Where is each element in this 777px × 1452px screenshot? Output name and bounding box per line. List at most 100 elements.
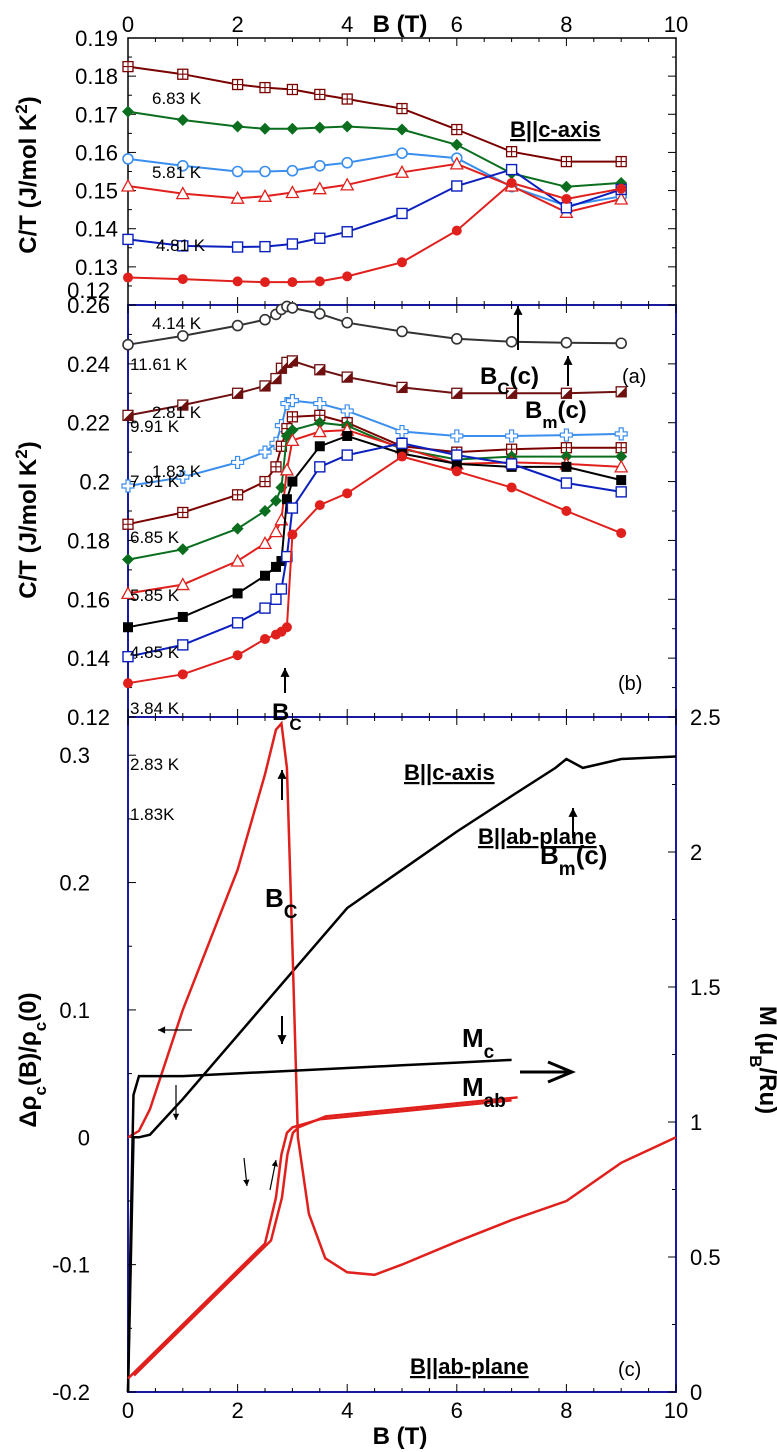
y-tick-label-c-left: -0.1 bbox=[52, 1253, 90, 1278]
data-point-cross bbox=[451, 124, 462, 135]
arrow-mc-left-head bbox=[158, 1026, 166, 1034]
series-line bbox=[127, 455, 622, 685]
data-point-cross bbox=[287, 84, 298, 95]
annotation-bc-c-part: (c) bbox=[510, 363, 539, 390]
arrow-bc-c-head bbox=[513, 306, 523, 315]
series-label: 9.91 K bbox=[130, 417, 180, 436]
data-point bbox=[451, 180, 463, 192]
x-tick-label: 2 bbox=[231, 1398, 243, 1423]
data-point-fill bbox=[616, 386, 627, 397]
arrow-up-ab-head bbox=[271, 1160, 278, 1167]
y-tick-label-c-left: 0.1 bbox=[59, 998, 90, 1023]
data-point bbox=[176, 114, 189, 127]
data-point bbox=[123, 272, 133, 283]
data-point bbox=[268, 524, 284, 538]
y-tick-label-a: 0.18 bbox=[75, 64, 118, 89]
data-point bbox=[451, 466, 462, 477]
data-point bbox=[232, 276, 243, 287]
x-tick-label: 8 bbox=[560, 1398, 572, 1423]
data-point bbox=[259, 602, 271, 614]
data-point bbox=[396, 147, 408, 159]
y-tick-label-b: 0.24 bbox=[67, 352, 110, 377]
label-mc-part: M bbox=[462, 1023, 484, 1053]
annotation-bm-c-part: B bbox=[525, 397, 542, 424]
data-point bbox=[231, 241, 244, 253]
data-point-cross bbox=[561, 156, 572, 167]
y-tick-label-c-right: 0 bbox=[690, 1380, 702, 1405]
annotation-bc-ab-part: C bbox=[289, 715, 301, 734]
data-point bbox=[279, 462, 295, 476]
series-line bbox=[127, 720, 677, 1277]
data-point bbox=[177, 330, 189, 342]
data-point bbox=[259, 313, 271, 326]
series-line bbox=[127, 1099, 512, 1380]
data-point-cross bbox=[506, 146, 517, 157]
series-line bbox=[127, 421, 622, 561]
data-point bbox=[559, 428, 573, 442]
y-tick-label-b: 0.2 bbox=[79, 470, 110, 495]
data-point bbox=[560, 477, 573, 489]
data-point bbox=[286, 302, 299, 314]
data-point bbox=[450, 138, 463, 151]
y-axis-title-b-part: C/T (J/mol K bbox=[15, 458, 42, 599]
y-axis-title-a-text: C/T (J/mol K2) bbox=[12, 96, 43, 253]
data-point bbox=[286, 502, 299, 514]
data-point-cross bbox=[342, 94, 353, 105]
data-point bbox=[560, 336, 573, 349]
data-point bbox=[231, 120, 244, 133]
annotation-bm-c-part: m bbox=[542, 413, 557, 432]
data-point bbox=[342, 430, 353, 441]
series-line bbox=[126, 755, 677, 1393]
data-point bbox=[313, 396, 327, 411]
data-point bbox=[275, 583, 288, 595]
label-mc: Mc bbox=[462, 1023, 495, 1063]
data-point bbox=[259, 122, 271, 135]
data-point bbox=[312, 181, 327, 195]
label-mab-part: ab bbox=[484, 1091, 506, 1112]
data-point bbox=[122, 153, 134, 165]
data-point-fill bbox=[260, 380, 270, 391]
y-tick-label-c-left: -0.2 bbox=[52, 1380, 90, 1405]
y-axis-title-c-left-part: c bbox=[31, 1022, 50, 1031]
data-point bbox=[230, 190, 245, 204]
label-bc-resistivity-part: B bbox=[265, 883, 284, 913]
data-point bbox=[314, 461, 326, 473]
y-axis-title-c-right-part: M (μ bbox=[754, 1006, 777, 1055]
x-tick-label-top: 2 bbox=[231, 12, 243, 37]
data-point bbox=[616, 528, 627, 539]
y-axis-title-b: C/T (J/mol K2) bbox=[12, 441, 43, 598]
data-point bbox=[260, 277, 270, 288]
series-label: 4.85 K bbox=[130, 643, 180, 662]
data-point-fill bbox=[287, 355, 298, 366]
data-point-cross bbox=[177, 69, 188, 80]
data-point bbox=[341, 120, 354, 133]
panel-b-frame bbox=[127, 304, 677, 718]
data-point-cross bbox=[123, 519, 133, 530]
series-line bbox=[127, 359, 622, 417]
series-label: 1.83 K bbox=[152, 462, 202, 481]
data-point bbox=[177, 611, 188, 622]
data-point bbox=[560, 202, 573, 214]
y-tick-label-b: 0.16 bbox=[67, 587, 110, 612]
annotation-bc-ab: BC bbox=[272, 699, 302, 734]
series-label: 3.84 K bbox=[130, 699, 180, 718]
data-point bbox=[450, 333, 463, 345]
series-label: 5.81 K bbox=[152, 163, 202, 182]
data-point bbox=[505, 335, 518, 348]
data-point bbox=[314, 500, 325, 511]
series-line bbox=[127, 168, 622, 249]
series-label: 4.81 K bbox=[156, 236, 206, 255]
annotation-bm-c-part: (c) bbox=[557, 397, 586, 424]
data-point bbox=[287, 476, 298, 487]
panel-label-b: (b) bbox=[618, 673, 642, 695]
data-point-fill bbox=[561, 388, 572, 399]
annotation-bc-c-part: B bbox=[480, 363, 497, 390]
y-axis-title-a-part: ) bbox=[15, 96, 42, 104]
field-direction-label-a: B||c-axis bbox=[510, 117, 601, 142]
data-point bbox=[341, 449, 353, 461]
y-tick-label-c-left: 0 bbox=[78, 1125, 90, 1150]
y-tick-label-b: 0.26 bbox=[67, 293, 110, 318]
data-point bbox=[281, 622, 292, 633]
y-tick-label-c-left: 0.3 bbox=[59, 743, 90, 768]
y-axis-title-a: C/T (J/mol K2) bbox=[12, 96, 43, 253]
